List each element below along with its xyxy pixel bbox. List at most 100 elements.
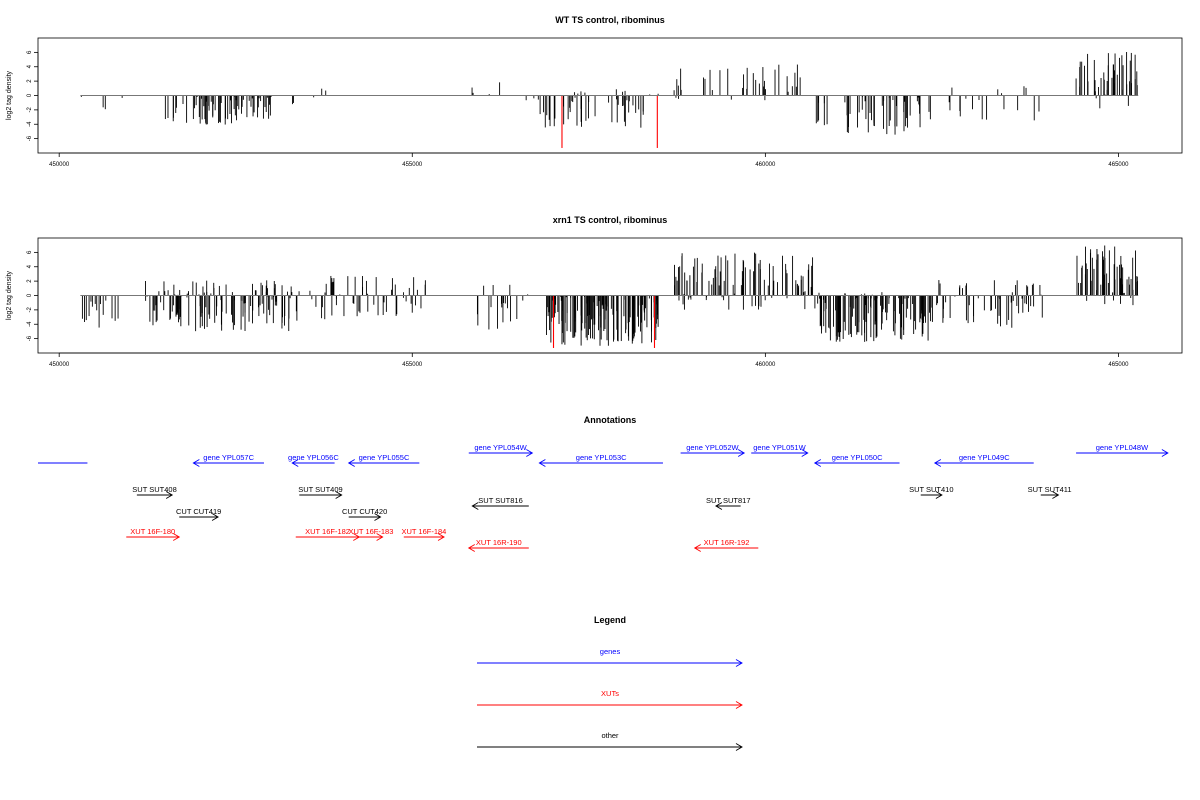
- xrn1-bars: [81, 245, 1138, 348]
- annotation-label: gene YPL050C: [832, 453, 883, 462]
- xrn1-y-tick-label: 4: [27, 264, 33, 268]
- annotation-arrow-head: [165, 491, 174, 499]
- annotation-feature: gene YPL049C: [933, 453, 1034, 467]
- annotation-label: XUT 16F-183: [349, 527, 394, 536]
- annotation-label: gene YPL049C: [959, 453, 1010, 462]
- annotation-label: gene YPL055C: [359, 453, 410, 462]
- annotation-feature: gene YPL057C: [192, 453, 264, 467]
- xrn1-y-tick-label: -6: [27, 335, 33, 341]
- annotation-feature: XUT 16F-180: [126, 527, 181, 541]
- annotation-label: gene YPL053C: [576, 453, 627, 462]
- legend-entry: genes: [477, 647, 743, 667]
- legend-entry: XUTs: [477, 689, 743, 709]
- annotation-arrow-head: [437, 533, 445, 541]
- annotation-label: SUT SUT408: [132, 485, 176, 494]
- xrn1-y-tick-label: 6: [27, 250, 33, 254]
- annotation-feature: gene YPL048W: [1076, 443, 1169, 457]
- annotation-arrow-head: [693, 544, 701, 552]
- annotation-feature: CUT CUT419: [176, 507, 221, 521]
- annotation-feature: SUT SUT408: [132, 485, 177, 499]
- legend-arrow-head: [735, 743, 743, 751]
- annotation-arrow-head: [737, 449, 746, 457]
- annotation-feature: SUT SUT409: [298, 485, 343, 499]
- annotation-feature: SUT SUT411: [1028, 485, 1072, 499]
- annotation-arrow-head: [173, 533, 181, 541]
- annotation-feature: CUT CUT420: [342, 507, 387, 521]
- wt-y-tick-label: 0: [27, 93, 33, 97]
- annotation-label: XUT 16R-192: [704, 538, 750, 547]
- annotation-arrow-head: [291, 459, 299, 467]
- annotation-label: gene YPL051W: [753, 443, 806, 452]
- annotation-label: SUT SUT816: [478, 496, 522, 505]
- xrn1-x-tick-label: 460000: [755, 362, 776, 368]
- annotation-feature: gene YPL055C: [347, 453, 420, 467]
- annotation-label: SUT SUT409: [298, 485, 342, 494]
- annotation-label: SUT SUT817: [706, 496, 750, 505]
- xrn1-x-axis: 450000 455000 460000 465000: [49, 352, 1129, 368]
- annotation-label: CUT CUT419: [176, 507, 221, 516]
- annotation-label: gene YPL054W: [474, 443, 527, 452]
- wt-panel: WT TS control, ribominus -6 -4 -2 0 2 4 6 4500…: [6, 15, 1183, 168]
- annotations-title: Annotations: [584, 415, 637, 425]
- annotation-arrow-head: [933, 459, 942, 467]
- annotation-feature: SUT SUT816: [471, 496, 529, 510]
- annotation-arrow-head: [374, 513, 382, 521]
- annotation-arrow-head: [1161, 449, 1169, 457]
- legend-label: genes: [600, 647, 621, 656]
- annotation-feature: gene YPL052W: [680, 443, 746, 457]
- annotation-feature: XUT 16R-192: [693, 538, 759, 552]
- legend-entries: genes XUTs other: [477, 647, 743, 751]
- xrn1-y-tick-label: 0: [27, 293, 33, 297]
- annotation-label: SUT SUT410: [909, 485, 953, 494]
- annotation-feature: gene YPL050C: [813, 453, 900, 467]
- annotation-arrow-head: [715, 502, 723, 510]
- wt-y-tick-label: 2: [27, 79, 33, 83]
- wt-x-tick-label: 460000: [755, 162, 776, 168]
- annotation-tracks: gene YPL057C gene YPL056C gene YPL055C gene…: [38, 443, 1169, 552]
- wt-y-tick-label: -2: [27, 107, 33, 113]
- annotation-feature: XUT 16F-183: [349, 527, 394, 541]
- wt-x-axis: 450000 455000 460000 465000: [49, 152, 1129, 168]
- legend-entry: other: [477, 731, 743, 751]
- wt-bars: [80, 51, 1138, 148]
- annotation-feature: gene YPL054W: [468, 443, 534, 457]
- annotation-arrow-head: [467, 544, 475, 552]
- legend-label: XUTs: [601, 689, 619, 698]
- annotation-arrow-head: [335, 491, 343, 499]
- annotation-label: gene YPL048W: [1096, 443, 1149, 452]
- annotation-label: gene YPL057C: [203, 453, 254, 462]
- annotation-arrow-head: [376, 533, 384, 541]
- legend-arrow-head: [735, 701, 743, 709]
- annotation-label: SUT SUT411: [1028, 485, 1072, 494]
- annotations-panel: Annotations gene YPL057C gene YPL056C gene…: [38, 415, 1169, 552]
- annotation-label: XUT 16R-190: [476, 538, 522, 547]
- legend-panel: Legend genes XUTs other: [477, 615, 743, 751]
- annotation-label: gene YPL052W: [686, 443, 739, 452]
- annotation-label: CUT CUT420: [342, 507, 387, 516]
- legend-arrow-head: [735, 659, 743, 667]
- annotation-feature: gene YPL051W: [751, 443, 809, 457]
- legend-label: other: [601, 731, 619, 740]
- annotation-label: XUT 16F-184: [401, 527, 446, 536]
- xrn1-x-tick-label: 455000: [402, 362, 423, 368]
- wt-y-axis-label: log2 tag density: [6, 70, 13, 120]
- annotation-arrow-head: [538, 459, 546, 467]
- xrn1-x-tick-label: 465000: [1108, 362, 1129, 368]
- annotation-feature: SUT SUT817: [706, 496, 751, 510]
- annotation-arrow-head: [801, 449, 809, 457]
- xrn1-panel-title: xrn1 TS control, ribominus: [553, 215, 668, 225]
- wt-y-axis: -6 -4 -2 0 2 4 6: [27, 50, 39, 141]
- annotation-arrow-head: [211, 513, 219, 521]
- annotation-arrow-head: [526, 449, 534, 457]
- annotation-arrow-head: [192, 459, 200, 467]
- wt-x-tick-label: 450000: [49, 162, 70, 168]
- annotation-arrow-head: [347, 459, 355, 467]
- xrn1-y-axis: -6 -4 -2 0 2 4 6: [27, 250, 39, 341]
- annotation-feature: SUT SUT410: [909, 485, 954, 499]
- wt-y-tick-label: -4: [27, 121, 33, 127]
- xrn1-y-axis-label: log2 tag density: [6, 270, 13, 320]
- wt-y-tick-label: 4: [27, 64, 33, 68]
- wt-x-tick-label: 465000: [1108, 162, 1129, 168]
